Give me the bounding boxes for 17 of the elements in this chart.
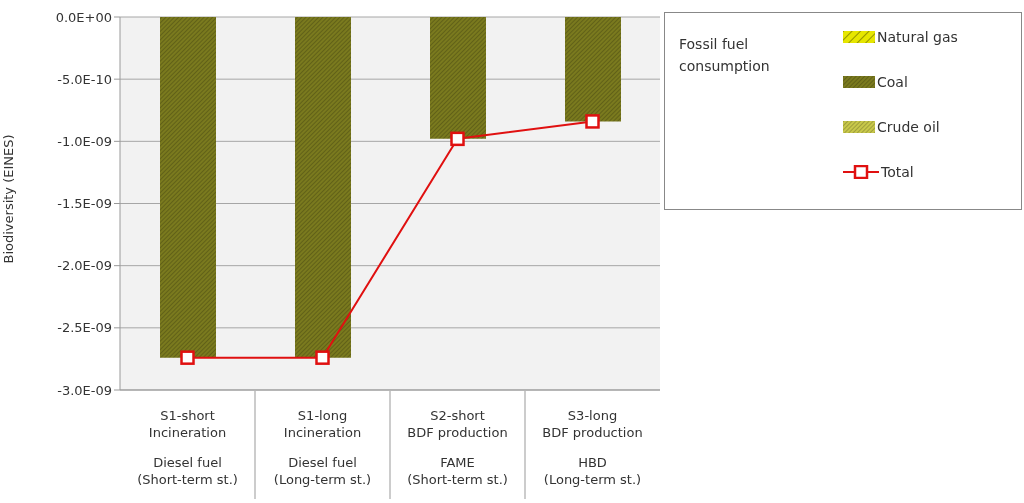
legend-title: Fossil fuel consumption — [679, 35, 771, 76]
legend-label: Natural gas — [877, 29, 958, 45]
y-tick-label: -1.0E-09 — [57, 133, 112, 149]
x-tick-label: S1-short Incineration Diesel fuel (Short-term st.) — [137, 408, 238, 487]
x-tick-label: S2-short BDF production FAME (Short-term st.) — [407, 408, 508, 487]
y-tick-label: -2.0E-09 — [57, 258, 112, 274]
y-tick-label: -3.0E-09 — [57, 382, 112, 398]
legend-label: Coal — [877, 74, 908, 90]
y-tick-label: -5.0E-10 — [57, 71, 112, 87]
y-tick-label: 0.0E+00 — [55, 9, 112, 25]
legend-label: Crude oil — [877, 119, 940, 135]
y-axis-title: Biodiversity (EINES) — [0, 134, 16, 264]
y-tick-label: -2.5E-09 — [57, 320, 112, 336]
x-tick-label: S1-long Incineration Diesel fuel (Long-term st.) — [273, 408, 372, 487]
legend-label: Total — [881, 164, 914, 180]
y-tick-label: -1.5E-09 — [57, 196, 112, 212]
x-tick-label: S3-long BDF production HBD (Long-term st.) — [542, 408, 643, 487]
